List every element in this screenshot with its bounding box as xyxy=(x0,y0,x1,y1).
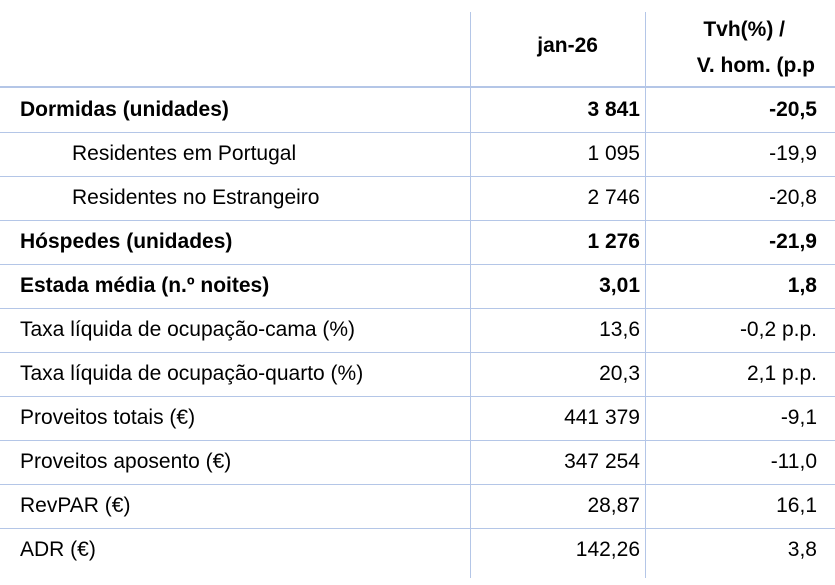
row-change: 2,1 p.p. xyxy=(746,362,817,385)
row-change: -20,5 xyxy=(769,98,817,121)
row-label: Taxa líquida de ocupação-quarto (%) xyxy=(20,362,364,385)
row-change: 3,8 xyxy=(787,538,817,561)
row-label: Proveitos totais (€) xyxy=(20,406,196,429)
row-change: -20,8 xyxy=(769,186,817,209)
row-label: Residentes em Portugal xyxy=(72,142,297,165)
row-rule xyxy=(0,396,835,397)
row-value: 142,26 xyxy=(575,538,640,561)
header-change: Tvh(%) / xyxy=(703,18,785,41)
row-value: 2 746 xyxy=(587,186,640,209)
row-value: 20,3 xyxy=(599,362,640,385)
row-rule xyxy=(0,484,835,485)
row-change: 1,8 xyxy=(787,274,817,297)
row-label: Taxa líquida de ocupação-cama (%) xyxy=(20,318,356,341)
row-rule xyxy=(0,132,835,133)
row-value: 1 276 xyxy=(587,230,640,253)
row-rule xyxy=(0,352,835,353)
row-value: 3 841 xyxy=(587,98,640,121)
row-rule xyxy=(0,308,835,309)
row-rule xyxy=(0,220,835,221)
row-label: Residentes no Estrangeiro xyxy=(72,186,320,209)
row-value: 347 254 xyxy=(564,450,640,473)
row-rule xyxy=(0,440,835,441)
row-change: -9,1 xyxy=(780,406,817,429)
row-change: 16,1 xyxy=(776,494,817,517)
header-rule xyxy=(0,86,835,88)
row-label: RevPAR (€) xyxy=(20,494,131,517)
row-label: Estada média (n.º noites) xyxy=(20,274,270,297)
row-label: Hóspedes (unidades) xyxy=(20,230,233,253)
column-divider xyxy=(645,12,646,578)
row-value: 28,87 xyxy=(587,494,640,517)
row-value: 3,01 xyxy=(599,274,640,297)
row-value: 441 379 xyxy=(564,406,640,429)
row-change: -11,0 xyxy=(770,450,817,473)
header-period: jan-26 xyxy=(537,34,598,57)
row-rule xyxy=(0,264,835,265)
row-value: 13,6 xyxy=(599,318,640,341)
row-label: ADR (€) xyxy=(20,538,96,561)
row-label: Proveitos aposento (€) xyxy=(20,450,232,473)
row-rule xyxy=(0,528,835,529)
column-divider xyxy=(470,12,471,578)
row-change: -21,9 xyxy=(769,230,817,253)
row-label: Dormidas (unidades) xyxy=(20,98,229,121)
row-change: -19,9 xyxy=(769,142,817,165)
row-value: 1 095 xyxy=(587,142,640,165)
header-change: V. hom. (p.p xyxy=(696,54,815,77)
row-change: -0,2 p.p. xyxy=(739,318,817,341)
row-rule xyxy=(0,176,835,177)
